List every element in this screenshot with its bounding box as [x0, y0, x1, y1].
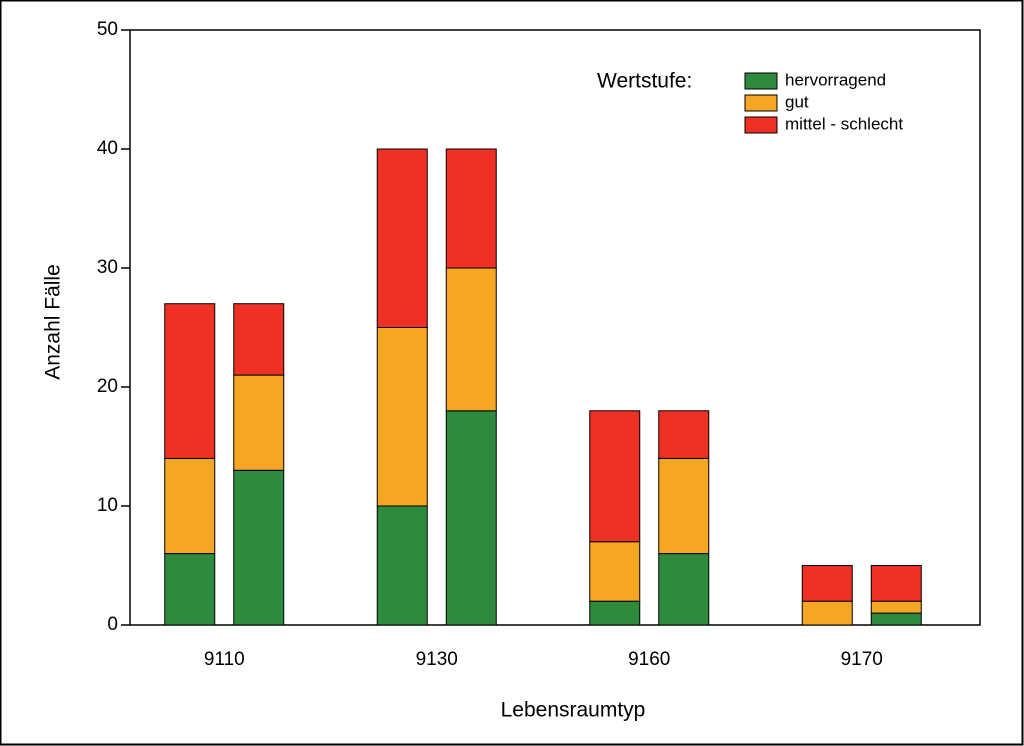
y-tick-label: 40 [97, 138, 118, 159]
bar-segment [658, 553, 710, 626]
bar-segment [870, 600, 922, 614]
bar-segment [658, 457, 710, 555]
x-tick-label: 9170 [841, 649, 883, 670]
bar-segment [589, 600, 641, 626]
legend-label: gut [785, 92, 809, 111]
legend-swatch [744, 94, 778, 112]
y-tick-label: 30 [97, 257, 118, 278]
bar-segment [233, 303, 285, 376]
legend-title: Wertstufe: [597, 70, 692, 93]
bar-segment [376, 148, 428, 328]
bar-segment [445, 410, 497, 626]
bar-segment [233, 469, 285, 626]
bar-segment [164, 457, 216, 555]
plot-area [129, 29, 981, 626]
bar-segment [445, 148, 497, 269]
x-tick-label: 9130 [416, 649, 458, 670]
y-tick-label: 0 [107, 614, 118, 635]
bar-segment [164, 303, 216, 459]
bar-segment [589, 410, 641, 543]
x-tick-label: 9110 [204, 649, 245, 670]
bar-segment [376, 327, 428, 507]
x-tick-label: 9160 [628, 649, 670, 670]
bar-segment [658, 410, 710, 459]
bar-segment [870, 565, 922, 602]
legend-label: mittel - schlecht [785, 114, 903, 133]
legend-swatch [744, 116, 778, 134]
legend-swatch [744, 72, 778, 90]
bar-segment [233, 374, 285, 471]
bar-segment [801, 600, 853, 626]
y-axis-label: Anzahl Fälle [42, 264, 65, 380]
y-tick-label: 50 [97, 19, 118, 40]
bar-segment [801, 565, 853, 602]
y-tick-label: 10 [97, 495, 118, 516]
bar-segment [445, 267, 497, 412]
y-tick-label: 20 [97, 376, 118, 397]
legend-label: hervorragend [785, 70, 886, 89]
bar-segment [164, 553, 216, 626]
bar-segment [589, 541, 641, 602]
x-axis-label: Lebensraumtyp [501, 699, 646, 722]
bar-segment [870, 612, 922, 626]
bar-segment [376, 505, 428, 626]
